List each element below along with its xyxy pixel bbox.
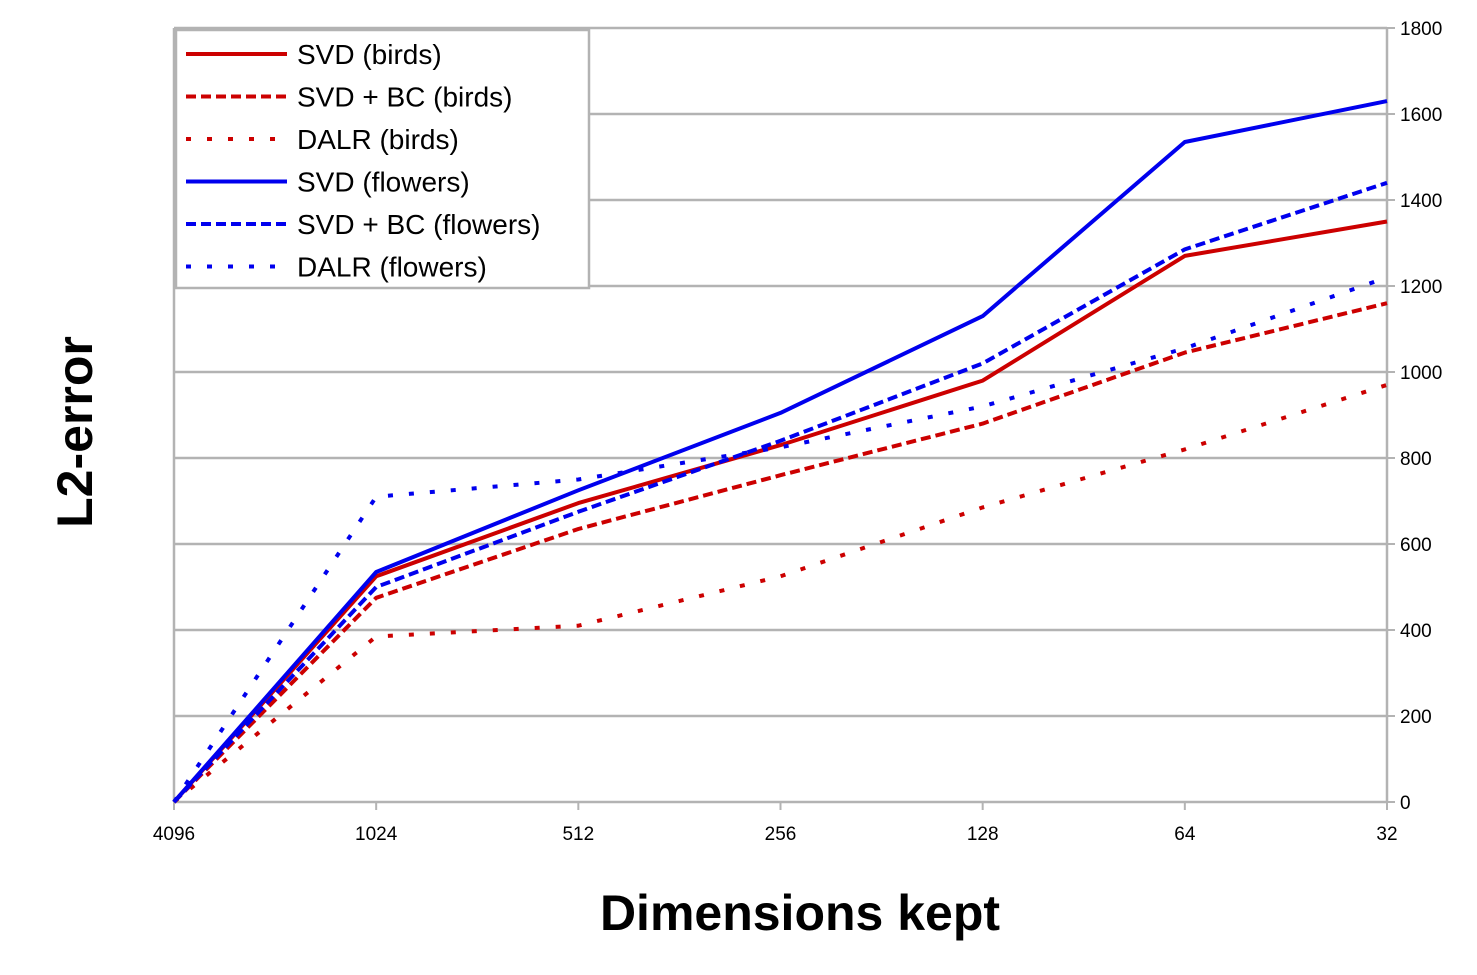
y-tick-label: 1200 xyxy=(1400,277,1442,298)
y-tick-label: 1400 xyxy=(1400,191,1442,212)
x-tick-label: 512 xyxy=(562,824,594,845)
y-tick-label: 1800 xyxy=(1400,19,1442,40)
series-line-svd-flowers xyxy=(172,99,1388,804)
x-tick-label: 4096 xyxy=(153,824,195,845)
series-line-svd-bc-flowers xyxy=(172,180,1388,804)
x-axis-title: Dimensions kept xyxy=(600,885,1000,941)
legend-label: DALR (birds) xyxy=(297,124,459,155)
y-tick-label: 800 xyxy=(1400,449,1432,470)
legend-label: SVD (birds) xyxy=(297,39,442,70)
legend-box xyxy=(174,28,591,290)
legend-label: SVD (flowers) xyxy=(297,167,470,198)
legend-label: SVD + BC (birds) xyxy=(297,82,513,113)
x-tick-label: 64 xyxy=(1174,824,1196,845)
x-tick-label: 1024 xyxy=(355,824,398,845)
series-line-svd-bc-birds xyxy=(172,301,1388,804)
legend-label: DALR (flowers) xyxy=(297,252,487,283)
y-tick-label: 400 xyxy=(1400,621,1432,642)
x-axis-ticks: 4096 1024 512 256 128 64 32 xyxy=(153,802,1398,845)
y-tick-label: 0 xyxy=(1400,793,1411,814)
x-tick-label: 256 xyxy=(765,824,797,845)
y-tick-label: 600 xyxy=(1400,535,1432,556)
y-tick-label: 200 xyxy=(1400,707,1432,728)
y-tick-label: 1600 xyxy=(1400,105,1442,126)
series-line-svd-birds xyxy=(172,219,1388,804)
y-axis-title: L2-error xyxy=(47,336,103,528)
y-tick-label: 1000 xyxy=(1400,363,1442,384)
x-tick-label: 128 xyxy=(967,824,999,845)
series-line-dalr-birds xyxy=(172,382,1388,804)
series-lines xyxy=(172,99,1388,804)
legend: SVD (birds) SVD + BC (birds) DALR (birds) S… xyxy=(174,28,591,290)
legend-label: SVD + BC (flowers) xyxy=(297,209,541,240)
y-axis-ticks: 0 200 400 600 800 1000 1200 1400 1600 1800 xyxy=(1387,19,1442,814)
x-tick-label: 32 xyxy=(1376,824,1397,845)
